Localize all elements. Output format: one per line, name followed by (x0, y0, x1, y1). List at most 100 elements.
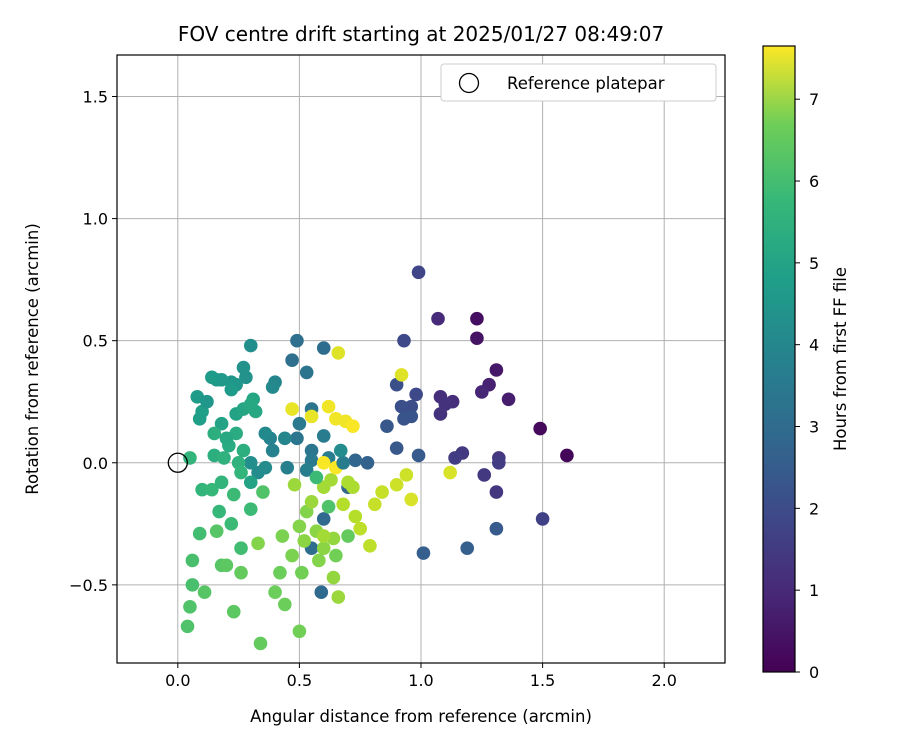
data-point (443, 465, 457, 480)
data-point (416, 546, 431, 560)
data-point (535, 512, 550, 526)
data-point (394, 368, 409, 382)
data-point (212, 504, 226, 519)
x-tick-label: 1.5 (530, 671, 555, 690)
data-point (219, 431, 234, 446)
data-point (360, 455, 375, 470)
data-point (331, 590, 346, 604)
y-tick-label: −0.5 (69, 576, 108, 595)
data-point (333, 443, 348, 458)
data-points (180, 265, 574, 651)
colorbar-tick-label: 2 (809, 499, 819, 518)
data-point (353, 521, 368, 536)
colorbar-label: Hours from first FF file (831, 267, 850, 451)
data-point (475, 385, 489, 399)
data-point (489, 521, 504, 536)
data-point (348, 453, 363, 468)
data-point (304, 495, 319, 509)
data-point (533, 421, 547, 436)
data-point (207, 426, 222, 441)
data-point (375, 485, 389, 499)
data-point (297, 534, 312, 548)
data-point (295, 565, 309, 580)
data-point (285, 402, 299, 416)
colorbar-tick-label: 5 (809, 254, 819, 273)
data-point (280, 460, 295, 475)
data-point (316, 512, 331, 526)
data-point (256, 485, 270, 499)
data-point (299, 463, 314, 477)
data-point (470, 311, 484, 326)
data-point (409, 387, 423, 402)
data-point (200, 394, 214, 409)
data-point (224, 382, 239, 397)
data-point (287, 477, 302, 492)
data-point (316, 341, 331, 355)
data-point (316, 429, 331, 443)
data-point (316, 541, 331, 556)
data-point (316, 529, 331, 543)
data-point (367, 497, 382, 512)
data-point (217, 451, 231, 465)
data-point (399, 468, 414, 482)
data-point (314, 585, 329, 599)
colorbar-tick-label: 1 (809, 581, 819, 600)
data-point (394, 399, 409, 414)
data-point (278, 597, 292, 612)
data-point (290, 431, 304, 446)
y-axis-ticks: −0.5 0.0 0.5 1.0 1.5 (69, 88, 117, 595)
data-point (326, 570, 341, 585)
colorbar-tick-label: 4 (809, 336, 819, 355)
data-point (192, 526, 207, 541)
x-tick-label: 0.5 (287, 671, 312, 690)
data-point (292, 624, 307, 639)
data-point (292, 416, 307, 431)
legend-marker (458, 72, 480, 94)
data-point (336, 497, 350, 512)
data-point (312, 553, 326, 568)
data-point (236, 443, 251, 458)
data-point (278, 431, 292, 446)
colorbar-ticks: 0 1 2 3 4 5 6 7 (795, 90, 819, 682)
data-point (492, 455, 506, 470)
data-point (243, 502, 258, 516)
y-tick-label: 1.0 (83, 210, 108, 229)
data-point (234, 465, 248, 480)
data-point (275, 529, 290, 543)
data-point (195, 482, 209, 497)
plot-area: 0.0 0.5 1.0 1.5 2.0 −0.5 0.0 0.5 1.0 1.5 (69, 54, 726, 690)
data-point (205, 370, 219, 385)
x-tick-label: 1.0 (408, 671, 433, 690)
colorbar: 0 1 2 3 4 5 6 7 Hours from first FF file (762, 45, 850, 682)
data-point (389, 477, 404, 492)
data-point (299, 365, 314, 380)
data-point (234, 541, 248, 556)
data-point (268, 585, 282, 599)
data-point (304, 409, 319, 424)
data-point (253, 636, 268, 651)
colorbar-tick-label: 0 (809, 663, 819, 682)
data-point (389, 441, 404, 455)
reference-marker (167, 452, 188, 473)
data-point (285, 353, 299, 368)
data-point (477, 468, 492, 482)
data-point (448, 451, 462, 465)
data-point (209, 524, 224, 538)
y-tick-label: 1.5 (83, 88, 108, 107)
data-point (470, 331, 484, 346)
data-point (243, 455, 258, 470)
data-point (324, 473, 338, 487)
colorbar-tick-label: 6 (809, 172, 819, 191)
legend-box (440, 63, 717, 102)
data-point (489, 363, 504, 377)
data-point (560, 448, 574, 463)
data-point (346, 419, 360, 433)
data-point (273, 565, 287, 580)
data-point (243, 338, 258, 353)
data-point (404, 492, 419, 507)
data-point (234, 565, 248, 580)
data-point (309, 470, 324, 485)
x-axis-ticks: 0.0 0.5 1.0 1.5 2.0 (165, 663, 677, 690)
data-point (316, 455, 331, 470)
